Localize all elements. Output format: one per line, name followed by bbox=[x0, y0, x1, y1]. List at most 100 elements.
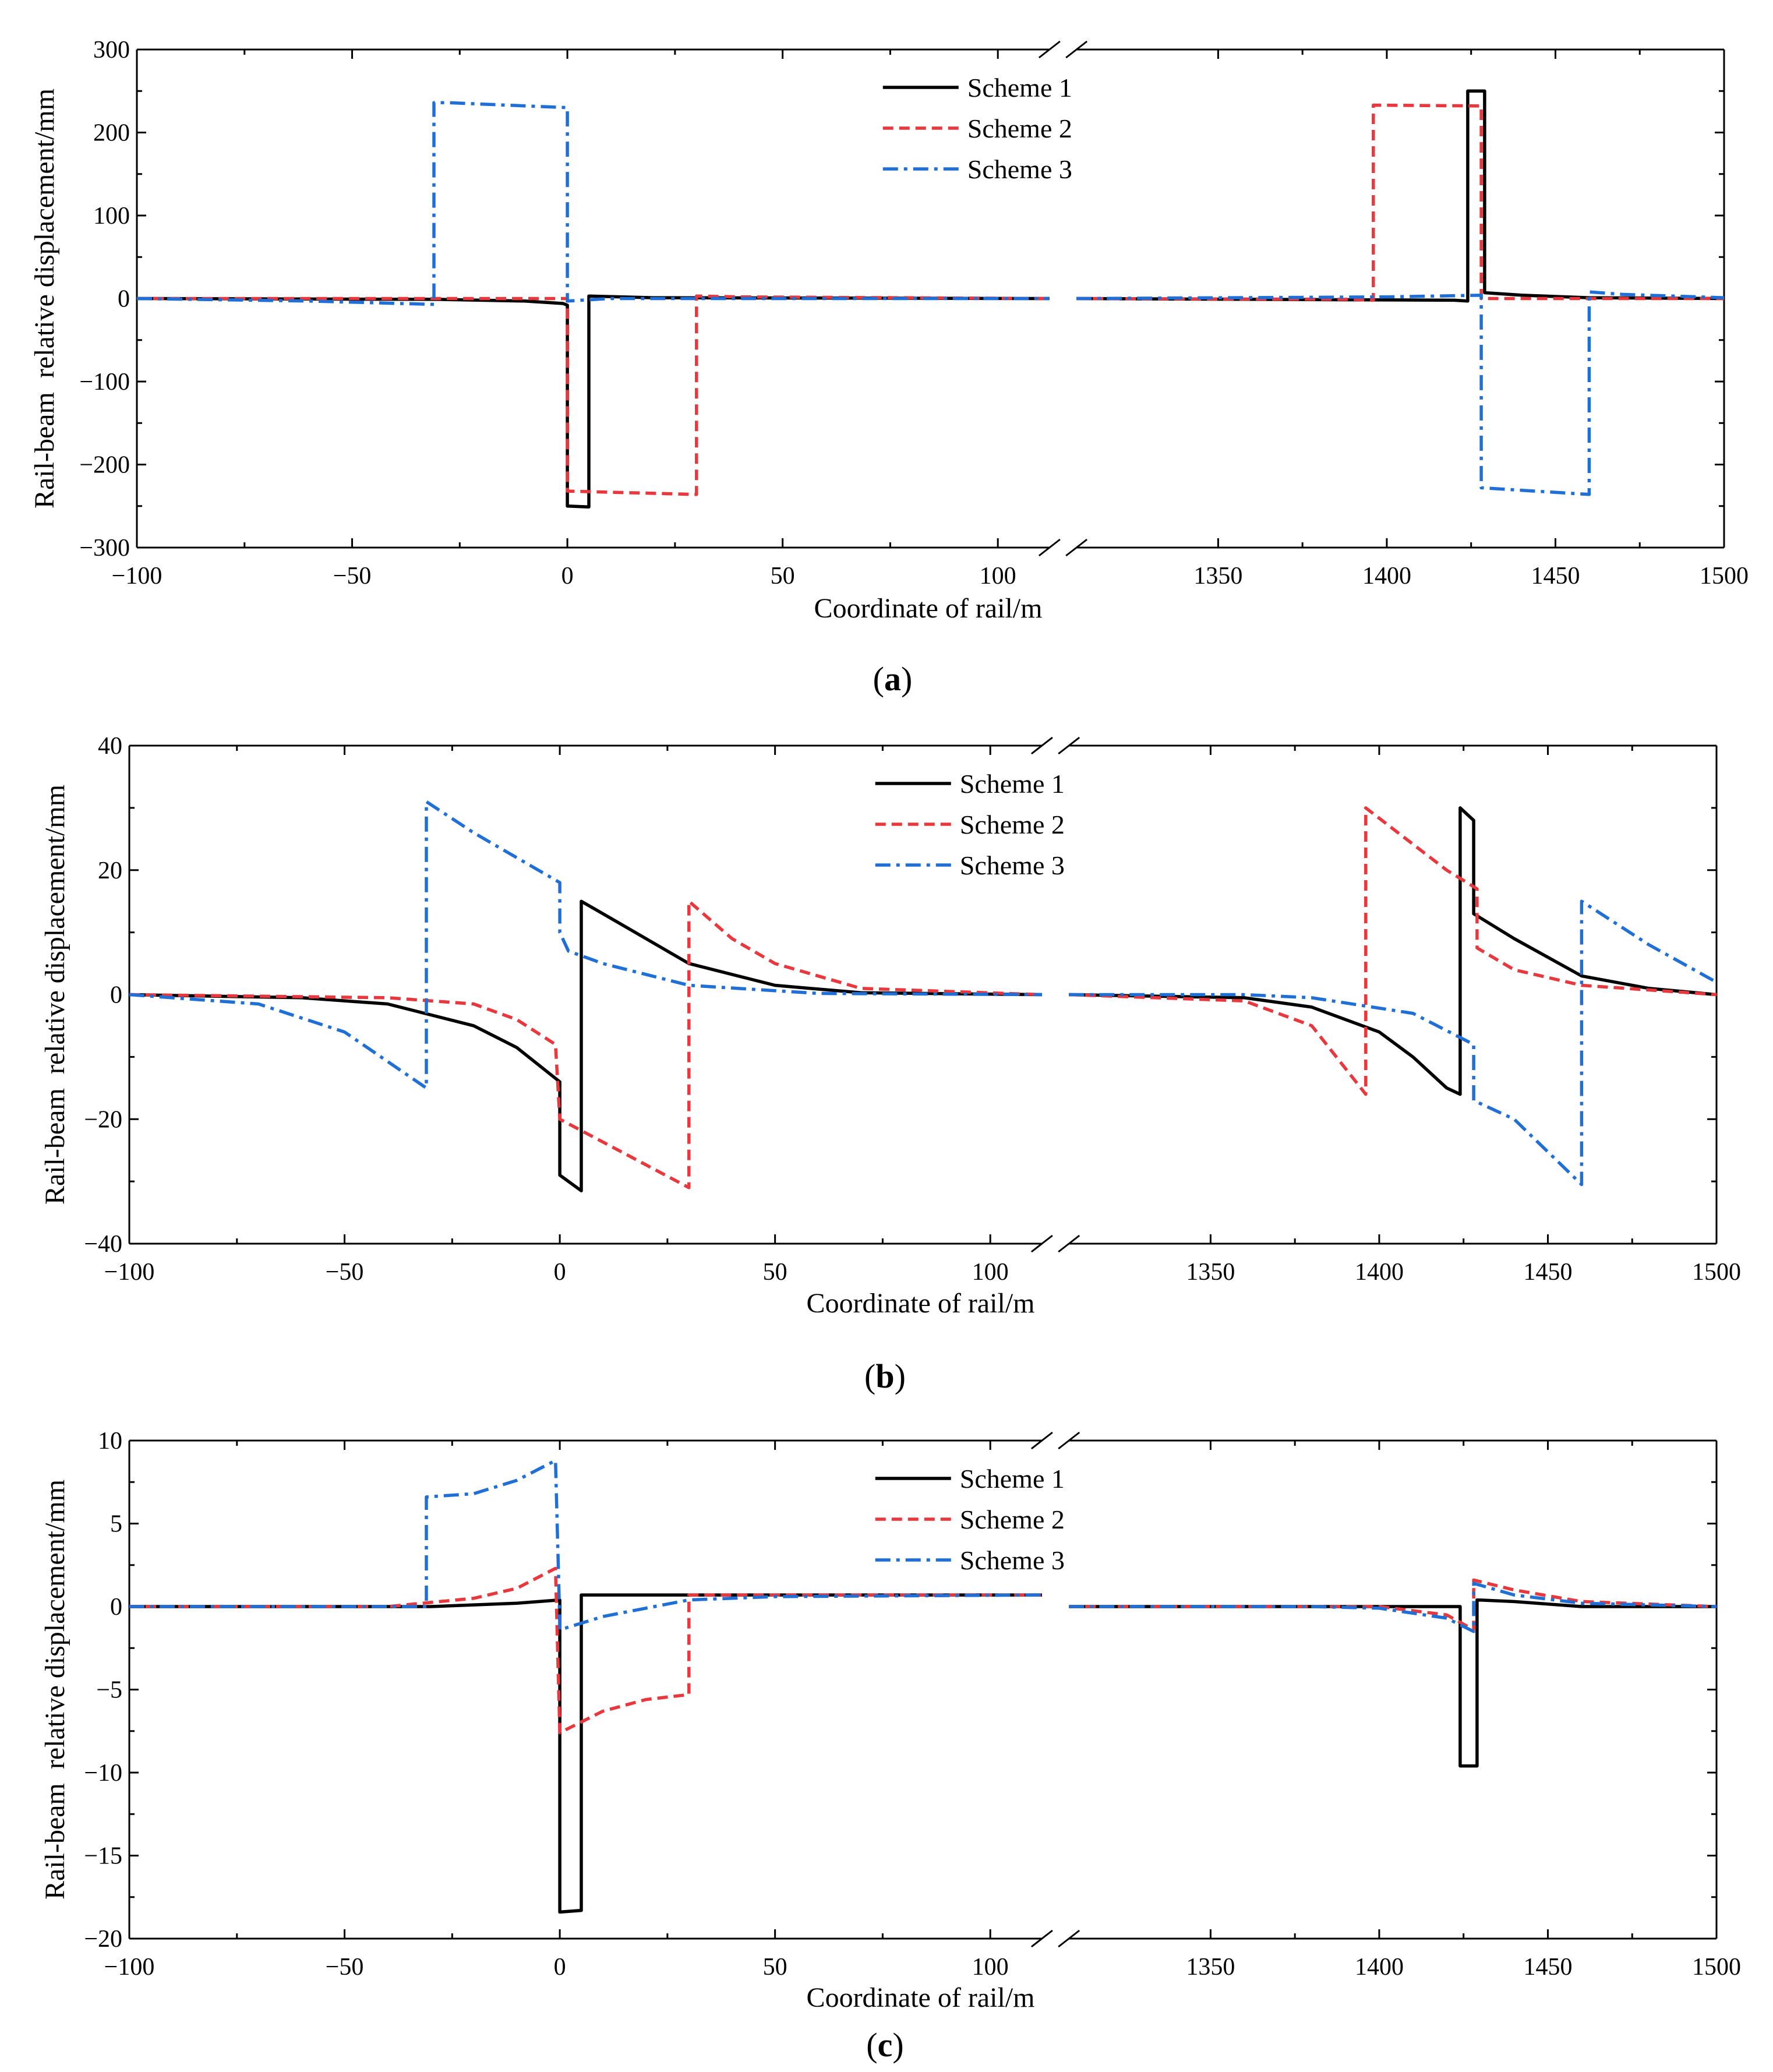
series-line-1-right bbox=[1069, 1598, 1717, 1768]
x-tick-label: 100 bbox=[972, 1259, 1009, 1286]
legend: Scheme 1 Scheme 2 Scheme 3 bbox=[875, 769, 1065, 880]
x-tick-label: 1350 bbox=[1186, 1954, 1235, 1981]
y-tick-label: −5 bbox=[96, 1677, 122, 1704]
x-axis-title: Coordinate of rail/m bbox=[807, 1288, 1035, 1319]
y-tick-label: 40 bbox=[98, 733, 122, 760]
legend-label-1: Scheme 1 bbox=[960, 769, 1065, 799]
series-line-2-left bbox=[129, 1566, 1042, 1735]
x-tick-label: 100 bbox=[972, 1954, 1009, 1981]
y-tick-label: 10 bbox=[98, 1428, 122, 1455]
legend-label-3: Scheme 3 bbox=[967, 154, 1072, 184]
series-line-2-left bbox=[129, 899, 1042, 1189]
y-tick-label: 20 bbox=[98, 857, 122, 884]
axis-break-mark bbox=[1030, 1431, 1080, 1450]
legend-label-1: Scheme 1 bbox=[967, 73, 1072, 103]
x-tick-label: 1400 bbox=[1355, 1259, 1404, 1286]
chart-panel-a: −300 −200 −100 0 100 200 300 −100 −50 0 50 100 1350 1… bbox=[29, 37, 1749, 698]
x-tick-label: 50 bbox=[771, 563, 795, 590]
x-tick-label: 1400 bbox=[1362, 563, 1411, 590]
x-tick-label: 0 bbox=[554, 1954, 566, 1981]
series-line-2-right bbox=[1069, 806, 1717, 1096]
x-axis-title: Coordinate of rail/m bbox=[807, 1982, 1035, 2013]
y-tick-label: −20 bbox=[84, 1106, 122, 1133]
series-line-1-right bbox=[1076, 89, 1724, 303]
series-line-3-right bbox=[1069, 1582, 1717, 1633]
series-group bbox=[129, 1459, 1717, 1914]
axis-break-mark bbox=[1038, 40, 1088, 59]
y-tick-label: −40 bbox=[84, 1231, 122, 1258]
y-tick-label: −200 bbox=[79, 452, 130, 479]
axis-break-mark bbox=[1030, 736, 1080, 755]
x-tick-label: 50 bbox=[763, 1259, 787, 1286]
series-line-3-left bbox=[129, 1459, 1042, 1632]
x-tick-label: 0 bbox=[561, 563, 574, 590]
panel-caption: (b) bbox=[864, 1357, 906, 1395]
x-tick-label: 100 bbox=[980, 563, 1016, 590]
legend: Scheme 1 Scheme 2 Scheme 3 bbox=[882, 73, 1072, 184]
y-axis-title: Rail-beam relative displacement/mm bbox=[40, 1480, 70, 1900]
panel-caption-letter: b bbox=[875, 1357, 894, 1395]
panel-caption: (a) bbox=[873, 660, 913, 698]
y-tick-label: −10 bbox=[84, 1760, 122, 1787]
x-tick-label: 1500 bbox=[1692, 1954, 1741, 1981]
x-tick-label: 1350 bbox=[1193, 563, 1242, 590]
legend-label-2: Scheme 2 bbox=[960, 1505, 1065, 1534]
x-tick-label: 50 bbox=[763, 1954, 787, 1981]
legend-label-2: Scheme 2 bbox=[967, 114, 1072, 143]
series-line-3-left bbox=[129, 800, 1042, 1090]
series-line-3-left bbox=[137, 101, 1050, 306]
y-axis-title: Rail-beam relative displacement/mm bbox=[29, 89, 60, 509]
x-tick-label: −100 bbox=[104, 1259, 155, 1286]
y-tick-label: 0 bbox=[110, 982, 122, 1009]
y-tick-label: −300 bbox=[79, 535, 130, 562]
series-line-1-right bbox=[1069, 806, 1717, 1096]
panel-caption-letter: c bbox=[878, 2026, 893, 2064]
series-group bbox=[129, 800, 1717, 1192]
chart-panel-b: −40 −20 0 20 40 −100 −50 0 50 100 1350 1400 1450 1500… bbox=[40, 733, 1741, 1395]
x-tick-label: −100 bbox=[112, 563, 163, 590]
series-line-1-left bbox=[129, 1593, 1042, 1914]
x-tick-label: 1450 bbox=[1531, 563, 1580, 590]
legend-label-3: Scheme 3 bbox=[960, 850, 1065, 880]
series-line-2-left bbox=[137, 294, 1050, 496]
series-line-1-left bbox=[137, 294, 1050, 509]
series-line-1-left bbox=[129, 899, 1042, 1192]
y-tick-label: 0 bbox=[110, 1594, 122, 1621]
legend-label-3: Scheme 3 bbox=[960, 1545, 1065, 1575]
legend: Scheme 1 Scheme 2 Scheme 3 bbox=[875, 1464, 1065, 1575]
x-tick-label: 0 bbox=[554, 1259, 566, 1286]
y-axis-title: Rail-beam relative displacement/mm bbox=[40, 785, 70, 1205]
x-tick-label: −50 bbox=[326, 1259, 364, 1286]
x-tick-label: 1500 bbox=[1692, 1259, 1741, 1286]
y-tick-label: −100 bbox=[79, 369, 130, 396]
x-tick-label: −50 bbox=[333, 563, 372, 590]
y-tick-label: 200 bbox=[93, 120, 130, 147]
y-tick-label: −20 bbox=[84, 1926, 122, 1953]
x-tick-label: 1500 bbox=[1700, 563, 1749, 590]
axis-break-mark bbox=[1030, 1234, 1080, 1253]
y-tick-label: 100 bbox=[93, 203, 130, 230]
x-tick-label: 1450 bbox=[1523, 1259, 1572, 1286]
x-tick-label: 1400 bbox=[1355, 1954, 1404, 1981]
x-tick-label: 1350 bbox=[1186, 1259, 1235, 1286]
legend-label-1: Scheme 1 bbox=[960, 1464, 1065, 1494]
axis-break-mark bbox=[1038, 538, 1088, 557]
series-group bbox=[137, 89, 1724, 509]
x-axis-title: Coordinate of rail/m bbox=[814, 593, 1043, 624]
y-tick-label: 5 bbox=[110, 1511, 122, 1538]
series-line-3-right bbox=[1076, 290, 1724, 496]
y-tick-label: 0 bbox=[118, 286, 130, 313]
axis-break-mark bbox=[1030, 1929, 1080, 1948]
x-tick-label: −50 bbox=[326, 1954, 364, 1981]
legend-label-2: Scheme 2 bbox=[960, 810, 1065, 839]
y-tick-label: −15 bbox=[84, 1843, 122, 1870]
panel-caption: (c) bbox=[866, 2026, 903, 2064]
y-tick-label: 300 bbox=[93, 37, 130, 63]
series-line-3-right bbox=[1069, 899, 1717, 1187]
panel-caption-letter: a bbox=[884, 660, 901, 698]
series-line-2-right bbox=[1076, 103, 1724, 302]
